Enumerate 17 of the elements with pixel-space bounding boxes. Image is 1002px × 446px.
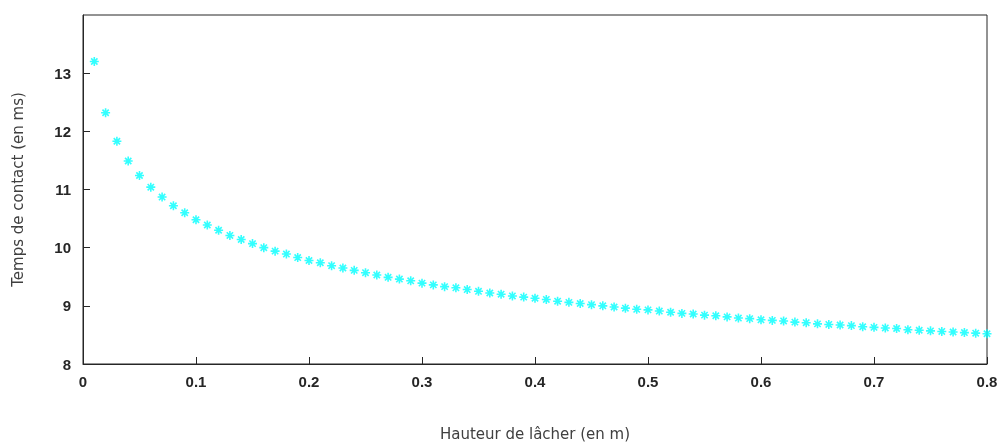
x-tick-label: 0.4	[524, 373, 547, 390]
y-tick-label: 13	[54, 64, 71, 82]
y-tick-label: 12	[54, 122, 71, 140]
y-tick-label: 10	[54, 239, 71, 257]
x-tick-label: 0.8	[976, 373, 998, 390]
x-tick-label: 0.7	[863, 373, 885, 390]
y-tick-label: 9	[62, 297, 71, 315]
y-tick-label: 11	[55, 181, 71, 198]
x-tick-label: 0.2	[298, 373, 320, 390]
y-axis-title: Temps de contact (en ms)	[8, 92, 27, 288]
x-tick-label: 0.5	[637, 373, 659, 390]
x-tick-label: 0	[78, 373, 88, 390]
x-tick-label: 0.6	[750, 373, 772, 390]
x-tick-label: 0.3	[411, 373, 433, 390]
x-axis-title: Hauteur de lâcher (en m)	[439, 424, 631, 443]
x-tick-label: 0.1	[185, 373, 207, 390]
y-tick-label: 8	[62, 355, 71, 373]
